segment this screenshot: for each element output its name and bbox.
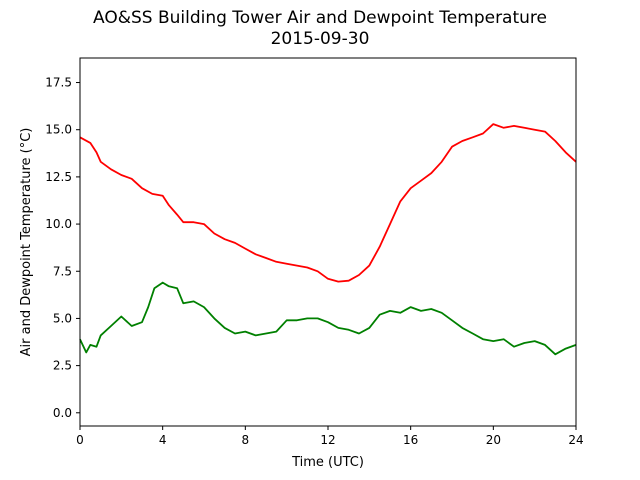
chart-subtitle: 2015-09-30: [270, 29, 370, 49]
chart-title: AO&SS Building Tower Air and Dewpoint Te…: [92, 8, 547, 28]
y-axis: 0.0 2.5 5.0 7.5 10.0 12.5 15.0 17.5: [45, 76, 80, 420]
y-tick-label: 7.5: [53, 264, 72, 278]
series-line-2: [79, 281, 577, 356]
x-tick-label: 20: [486, 433, 501, 447]
plot-frame: [79, 57, 577, 427]
y-tick-label: 2.5: [53, 359, 72, 373]
y-tick-label: 12.5: [45, 170, 72, 184]
y-tick-label: 5.0: [53, 311, 72, 325]
x-axis-label: Time (UTC): [291, 455, 364, 470]
y-tick-label: 0.0: [53, 406, 72, 420]
x-tick-label: 16: [403, 433, 418, 447]
y-tick-label: 10.0: [45, 217, 72, 231]
y-tick-label: 15.0: [45, 123, 72, 137]
y-tick-label: 17.5: [45, 76, 72, 90]
series-line-1: [79, 123, 577, 283]
x-tick-label: 12: [320, 433, 335, 447]
x-tick-label: 0: [76, 433, 84, 447]
x-tick-label: 8: [242, 433, 250, 447]
x-axis: 0 4 8 12 16 20 24: [76, 426, 584, 447]
x-tick-label: 24: [568, 433, 583, 447]
plot-lines: [79, 123, 577, 356]
x-tick-label: 4: [159, 433, 167, 447]
y-axis-label: Air and Dewpoint Temperature (°C): [19, 128, 34, 357]
